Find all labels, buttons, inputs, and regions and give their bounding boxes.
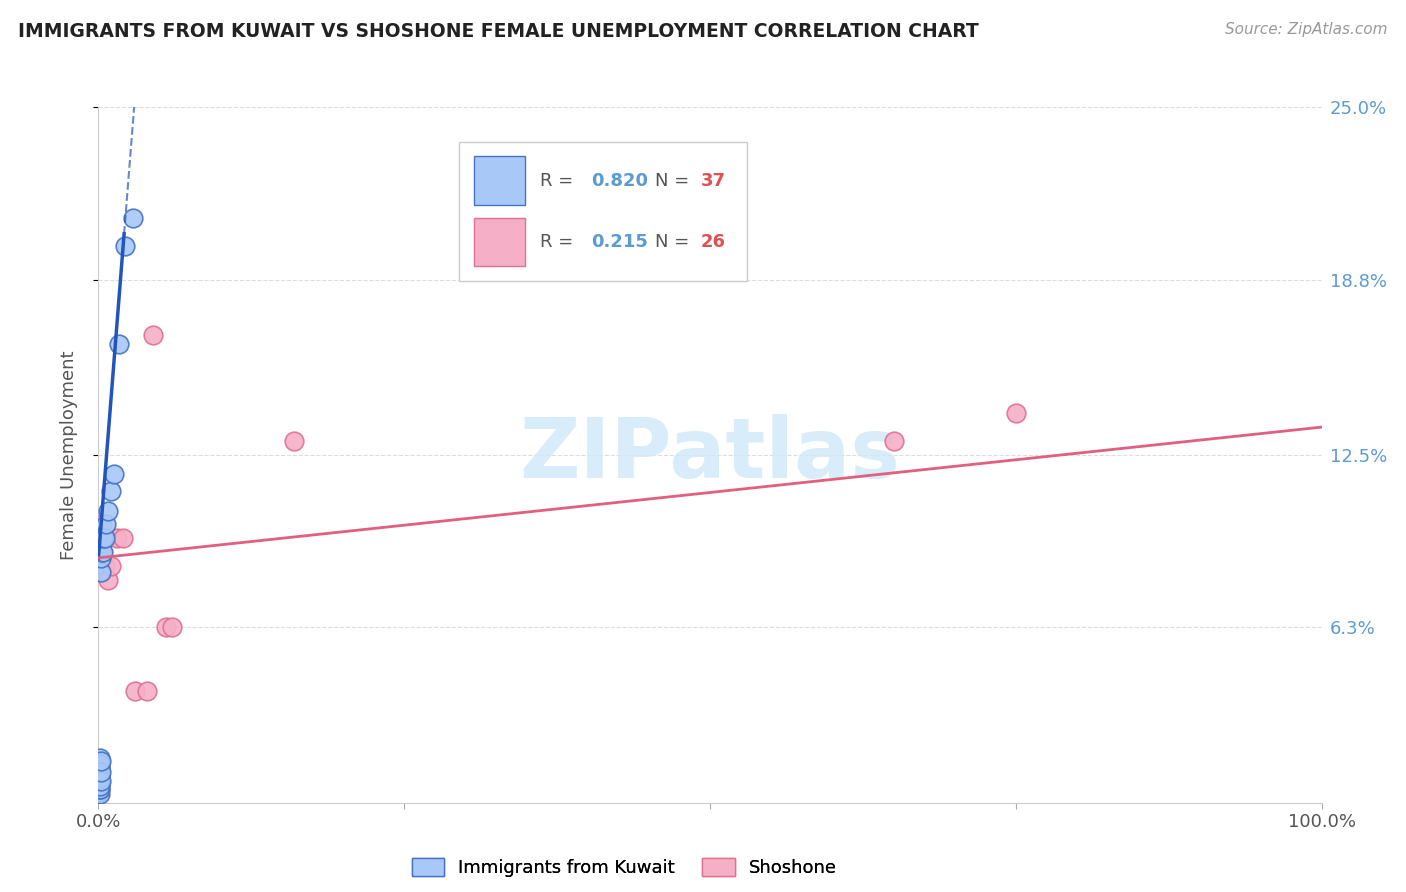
Point — [103, 467, 125, 482]
Point — [89, 550, 111, 565]
Point — [89, 559, 111, 574]
Point — [1004, 406, 1026, 420]
Point — [87, 773, 110, 788]
Point — [89, 788, 111, 802]
Text: Source: ZipAtlas.com: Source: ZipAtlas.com — [1225, 22, 1388, 37]
Point — [121, 211, 143, 226]
Point — [89, 763, 111, 777]
Point — [89, 756, 111, 771]
Point — [124, 684, 146, 698]
Text: N =: N = — [655, 233, 695, 251]
Point — [90, 565, 112, 579]
Point — [89, 532, 111, 546]
Point — [91, 532, 114, 546]
Text: 26: 26 — [700, 233, 725, 251]
Text: 0.215: 0.215 — [592, 233, 648, 251]
Point — [89, 559, 111, 574]
Point — [89, 759, 111, 773]
Text: ZIPatlas: ZIPatlas — [520, 415, 900, 495]
Point — [91, 517, 114, 532]
Point — [93, 532, 115, 546]
Point — [105, 532, 128, 546]
Point — [89, 781, 111, 796]
Point — [89, 773, 111, 788]
Point — [97, 573, 120, 587]
Point — [87, 540, 110, 554]
Point — [87, 768, 110, 782]
Y-axis label: Female Unemployment: Female Unemployment — [59, 351, 77, 559]
Point — [89, 779, 111, 793]
Text: R =: R = — [540, 233, 579, 251]
Point — [87, 781, 110, 796]
Text: 0.820: 0.820 — [592, 172, 648, 190]
Point — [90, 540, 112, 554]
Text: N =: N = — [655, 172, 695, 190]
Point — [89, 540, 111, 554]
Point — [100, 484, 122, 499]
Point — [91, 532, 114, 546]
Point — [97, 503, 120, 517]
Point — [136, 684, 159, 698]
Point — [90, 773, 112, 788]
Point — [89, 763, 111, 777]
Point — [90, 765, 112, 780]
Point — [89, 540, 111, 554]
Point — [90, 550, 112, 565]
Point — [883, 434, 905, 448]
Point — [89, 779, 111, 793]
Point — [89, 785, 111, 799]
Point — [155, 620, 177, 634]
Point — [108, 336, 131, 351]
Point — [114, 239, 136, 253]
Point — [89, 771, 111, 785]
Point — [89, 559, 111, 574]
Point — [90, 565, 112, 579]
Point — [89, 532, 111, 546]
Text: IMMIGRANTS FROM KUWAIT VS SHOSHONE FEMALE UNEMPLOYMENT CORRELATION CHART: IMMIGRANTS FROM KUWAIT VS SHOSHONE FEMAL… — [18, 22, 979, 41]
Point — [91, 545, 114, 559]
Point — [89, 781, 111, 796]
Point — [93, 559, 115, 574]
Point — [89, 768, 111, 782]
Point — [142, 328, 165, 343]
Point — [89, 776, 111, 790]
Point — [100, 559, 122, 574]
Point — [87, 550, 110, 565]
Point — [94, 532, 117, 546]
Point — [94, 517, 117, 532]
Point — [90, 754, 112, 768]
Point — [89, 751, 111, 765]
Text: R =: R = — [540, 172, 579, 190]
Legend: Immigrants from Kuwait, Shoshone: Immigrants from Kuwait, Shoshone — [405, 850, 845, 884]
Point — [160, 620, 183, 634]
Text: 37: 37 — [700, 172, 725, 190]
Point — [89, 771, 111, 785]
Point — [91, 545, 114, 559]
Point — [87, 788, 110, 802]
Point — [283, 434, 305, 448]
Point — [111, 532, 134, 546]
Point — [89, 545, 111, 559]
Point — [91, 565, 114, 579]
